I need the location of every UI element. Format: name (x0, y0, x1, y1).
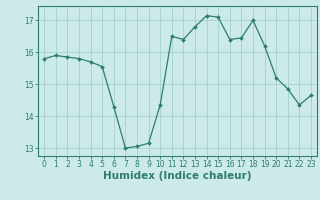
X-axis label: Humidex (Indice chaleur): Humidex (Indice chaleur) (103, 171, 252, 181)
